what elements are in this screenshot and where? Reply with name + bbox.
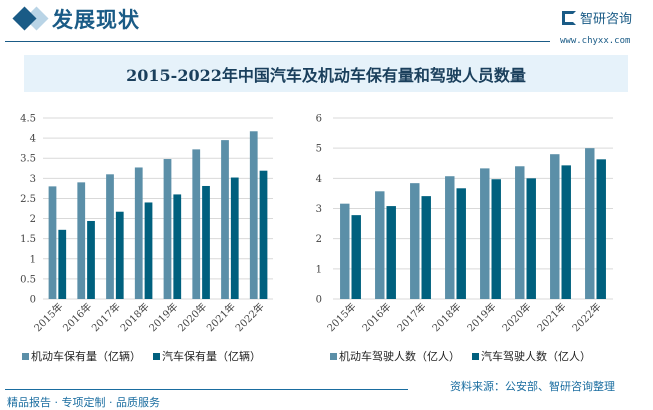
legend-right: 机动车驾驶人数（亿人） 汽车驾驶人数（亿人） <box>330 348 591 364</box>
y-tick-label: 2.5 <box>20 194 36 205</box>
bar-motor <box>48 186 57 299</box>
brand-logo: 智研咨询 <box>562 8 632 27</box>
bar-car <box>491 179 501 299</box>
legend-swatch <box>330 353 337 360</box>
bar-car <box>87 220 95 299</box>
x-tick-label: 2017年 <box>394 300 428 334</box>
x-tick-label: 2022年 <box>232 300 266 334</box>
bar-car <box>421 196 431 299</box>
x-tick-label: 2021年 <box>204 300 238 334</box>
website: www.chyxx.com <box>560 36 631 46</box>
legend-swatch <box>472 353 479 360</box>
x-tick-label: 2016年 <box>359 300 393 334</box>
brand-logo-icon <box>562 10 576 25</box>
chart-title: 2015-2022年中国汽车及机动车保有量和驾驶人员数量 <box>126 65 526 85</box>
legend-swatch <box>153 353 160 360</box>
bar-motor <box>445 176 455 299</box>
y-tick-label: 1 <box>316 264 322 275</box>
bar-motor <box>340 203 350 299</box>
x-tick-label: 2015年 <box>31 300 65 334</box>
bar-car <box>259 170 268 299</box>
bar-car <box>596 159 606 299</box>
bar-car <box>456 188 466 299</box>
bar-car <box>58 229 67 299</box>
title-band: 2015-2022年中国汽车及机动车保有量和驾驶人员数量 <box>24 55 628 92</box>
x-tick-label: 2016年 <box>60 300 94 334</box>
bar-motor <box>249 131 258 299</box>
footer-divider <box>5 389 408 390</box>
y-tick-label: 5 <box>316 144 322 155</box>
x-tick-label: 2020年 <box>499 300 533 334</box>
y-tick-label: 1 <box>30 254 36 265</box>
y-tick-label: 2 <box>316 234 322 245</box>
bar-car <box>386 206 396 299</box>
bar-motor <box>192 149 201 299</box>
bar-car <box>144 202 153 299</box>
x-tick-label: 2018年 <box>429 300 463 334</box>
x-tick-label: 2021年 <box>534 300 568 334</box>
header-divider <box>5 41 550 42</box>
y-tick-label: 0.5 <box>20 274 36 285</box>
source-note: 资料来源：公安部、智研咨询整理 <box>450 380 615 393</box>
footer-slogan: 精品报告 · 专项定制 · 品质服务 <box>7 396 160 409</box>
bar-car <box>173 194 182 299</box>
bar-car <box>351 215 361 299</box>
bar-car <box>526 178 536 299</box>
bar-motor <box>410 183 420 299</box>
bar-motor <box>515 166 525 299</box>
bar-motor <box>375 191 385 299</box>
y-tick-label: 6 <box>316 114 322 125</box>
y-tick-label: 0 <box>30 295 36 306</box>
y-tick-label: 3 <box>30 174 36 185</box>
legend-item-motor-drivers: 机动车驾驶人数（亿人） <box>330 348 460 364</box>
x-tick-label: 2017年 <box>89 300 123 334</box>
legend-label: 机动车保有量（亿辆） <box>31 350 141 363</box>
legend-item-motor: 机动车保有量（亿辆） <box>22 348 141 364</box>
y-tick-label: 4.5 <box>20 114 36 125</box>
bar-motor <box>106 174 114 299</box>
legend-label: 汽车保有量（亿辆） <box>162 350 261 363</box>
bar-motor <box>221 140 229 299</box>
x-tick-label: 2019年 <box>146 300 180 334</box>
bar-motor <box>77 182 86 299</box>
x-tick-label: 2020年 <box>175 300 209 334</box>
y-tick-label: 3 <box>316 204 322 215</box>
section-title: 发展现状 <box>52 8 140 32</box>
bar-car <box>230 177 239 299</box>
y-tick-label: 2 <box>30 214 36 225</box>
y-tick-label: 0 <box>316 295 322 306</box>
legend-item-car: 汽车保有量（亿辆） <box>153 348 261 364</box>
legend-left: 机动车保有量（亿辆） 汽车保有量（亿辆） <box>22 348 261 364</box>
legend-label: 机动车驾驶人数（亿人） <box>339 350 460 363</box>
bar-motor <box>163 159 172 299</box>
bar-car <box>115 211 124 299</box>
y-tick-label: 3.5 <box>20 154 36 165</box>
x-tick-label: 2018年 <box>117 300 151 334</box>
x-tick-label: 2019年 <box>464 300 498 334</box>
bar-motor <box>550 154 560 299</box>
legend-item-car-drivers: 汽车驾驶人数（亿人） <box>472 348 591 364</box>
bar-motor <box>134 167 143 299</box>
legend-label: 汽车驾驶人数（亿人） <box>481 350 591 363</box>
legend-swatch <box>22 353 29 360</box>
bar-motor <box>480 168 490 299</box>
brand-name: 智研咨询 <box>580 12 633 27</box>
y-tick-label: 1.5 <box>20 234 36 245</box>
x-tick-label: 2015年 <box>324 300 358 334</box>
bar-car <box>561 165 571 299</box>
y-tick-label: 4 <box>316 174 322 185</box>
x-tick-label: 2022年 <box>569 300 603 334</box>
y-tick-label: 4 <box>30 134 36 145</box>
bar-motor <box>585 148 595 299</box>
bar-car <box>202 185 210 299</box>
